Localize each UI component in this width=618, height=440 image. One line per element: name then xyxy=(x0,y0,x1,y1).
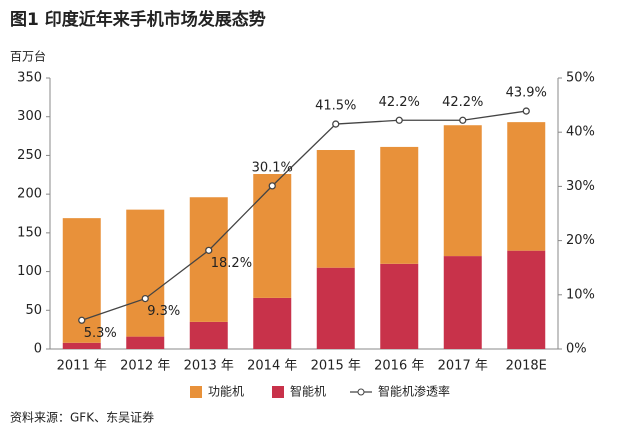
bar xyxy=(443,125,482,257)
y2-tick-label: 30% xyxy=(566,179,595,194)
value-label: 30.1% xyxy=(252,160,293,175)
value-label: 5.3% xyxy=(84,326,117,341)
bar xyxy=(253,174,292,298)
value-label: 41.5% xyxy=(315,99,356,114)
y-tick-label: 100 xyxy=(17,264,42,279)
y-tick-label: 300 xyxy=(17,109,42,124)
bar xyxy=(126,209,165,337)
bar xyxy=(62,218,101,343)
x-tick-label: 2015 年 xyxy=(311,359,361,374)
line-marker xyxy=(332,120,340,128)
source: 资料来源：GFK、东吴证券 xyxy=(10,410,154,425)
line-marker xyxy=(205,246,213,255)
x-tick-label: 2016 年 xyxy=(374,359,424,374)
y2-tick-label: 10% xyxy=(566,287,595,302)
bar xyxy=(507,122,546,251)
legend-marker xyxy=(357,388,365,396)
y-tick-label: 150 xyxy=(17,225,42,240)
value-label: 42.2% xyxy=(379,95,420,110)
x-tick-label: 2014 年 xyxy=(247,359,297,374)
bar xyxy=(126,336,165,349)
chart-title: 图1 印度近年来手机市场发展态势 xyxy=(10,9,266,30)
bar xyxy=(316,150,355,268)
y-tick-label: 0 xyxy=(34,342,42,357)
line-marker xyxy=(78,316,86,324)
legend-swatch xyxy=(190,386,202,398)
bar xyxy=(189,321,228,349)
x-tick-label: 2012 年 xyxy=(120,359,170,374)
legend-label: 智能机渗透率 xyxy=(378,384,450,399)
y2-tick-label: 40% xyxy=(566,125,595,140)
bar xyxy=(62,342,101,349)
x-tick-label: 2011 年 xyxy=(57,359,107,374)
bar xyxy=(316,267,355,349)
x-tick-label: 2017 年 xyxy=(438,359,488,374)
legend-swatch xyxy=(272,386,284,398)
y-tick-label: 250 xyxy=(17,148,42,163)
line-marker xyxy=(522,107,530,115)
bar xyxy=(507,250,546,349)
value-label: 18.2% xyxy=(211,256,252,271)
line xyxy=(81,110,527,321)
y2-tick-label: 20% xyxy=(566,233,595,248)
y-tick-label: 200 xyxy=(17,187,42,202)
y-tick-label: 50 xyxy=(25,303,42,318)
bar xyxy=(380,263,419,349)
value-label: 9.3% xyxy=(147,304,180,319)
legend-label: 功能机 xyxy=(208,385,244,399)
line-marker xyxy=(459,116,467,124)
line-marker xyxy=(141,294,149,303)
bar xyxy=(380,146,419,264)
bar xyxy=(443,256,482,349)
y-tick-label: 350 xyxy=(17,71,42,86)
y2-tick-label: 50% xyxy=(566,71,595,86)
legend-label: 智能机 xyxy=(290,384,326,399)
line-marker xyxy=(268,182,276,190)
line-marker xyxy=(395,116,403,124)
value-label: 42.2% xyxy=(442,95,483,110)
x-tick-label: 2013 年 xyxy=(184,359,234,374)
x-tick-label: 2018E xyxy=(506,359,547,374)
y-axis-label: 百万台 xyxy=(10,49,46,64)
bar xyxy=(253,297,292,349)
value-label: 43.9% xyxy=(506,86,547,101)
y2-tick-label: 0% xyxy=(566,342,587,357)
